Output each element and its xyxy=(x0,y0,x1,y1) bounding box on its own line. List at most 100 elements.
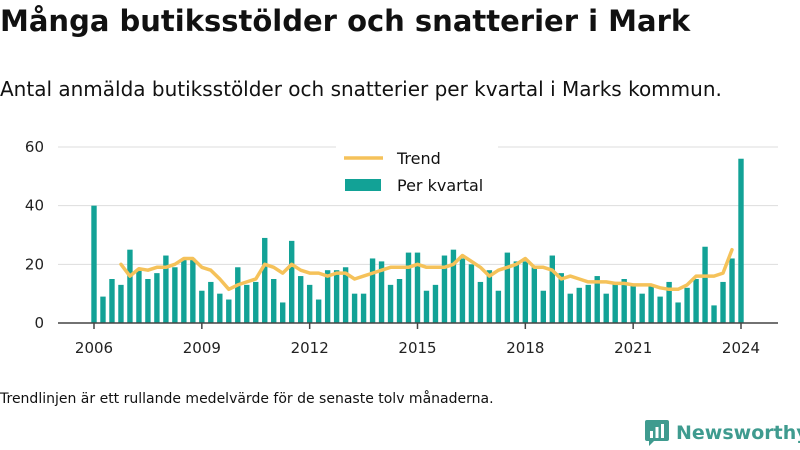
chart-subtitle: Antal anmälda butiksstölder och snatteri… xyxy=(0,77,722,101)
bar xyxy=(324,270,331,323)
bar xyxy=(477,281,484,323)
bar xyxy=(441,255,448,323)
bar xyxy=(495,290,502,323)
legend-bar-swatch xyxy=(345,179,381,191)
bar xyxy=(450,249,457,323)
bar xyxy=(684,287,690,323)
bar xyxy=(612,281,618,323)
bar xyxy=(540,290,547,323)
bar xyxy=(576,287,582,323)
bar xyxy=(522,261,529,323)
bar xyxy=(145,279,151,323)
brand-name: Newsworthy xyxy=(676,422,800,444)
bar xyxy=(567,293,573,323)
x-tick-label: 2015 xyxy=(398,339,436,357)
bar xyxy=(720,281,726,323)
brand-logo: Newsworthy xyxy=(644,419,800,447)
bar xyxy=(217,293,223,323)
bar xyxy=(91,205,97,323)
legend: Trend Per kvartal xyxy=(336,145,498,201)
bar xyxy=(702,246,708,323)
y-tick-label: 40 xyxy=(25,197,44,215)
bar xyxy=(459,258,466,323)
bar xyxy=(666,281,672,323)
bar xyxy=(253,281,259,323)
bar xyxy=(639,293,645,323)
x-tick-label: 2009 xyxy=(183,339,221,357)
legend-trend-label: Trend xyxy=(396,149,441,168)
x-tick-label: 2018 xyxy=(506,339,544,357)
bar xyxy=(378,261,385,323)
bar xyxy=(486,270,493,323)
bar xyxy=(621,279,627,323)
bar xyxy=(244,284,250,323)
bar xyxy=(306,284,313,323)
bar-series xyxy=(91,158,744,323)
y-tick-label: 60 xyxy=(25,138,44,156)
bar xyxy=(549,255,555,323)
bar xyxy=(118,284,124,323)
bar xyxy=(504,252,511,323)
bar xyxy=(235,267,241,323)
bar xyxy=(360,293,367,323)
bar xyxy=(136,270,142,323)
bar xyxy=(738,158,744,323)
bar xyxy=(603,293,609,323)
bar xyxy=(315,299,322,323)
bar xyxy=(369,258,376,323)
bar xyxy=(468,264,475,323)
bar xyxy=(675,302,681,323)
bar xyxy=(351,293,358,323)
chart-title: Många butiksstölder och snatterier i Mar… xyxy=(0,4,691,38)
bar xyxy=(342,267,349,323)
bar xyxy=(280,302,286,323)
legend-bar-label: Per kvartal xyxy=(397,176,483,195)
bar xyxy=(262,237,268,323)
bar xyxy=(657,296,663,323)
chart: 0 20 40 60 2006 2009 2012 2015 2018 2021 2024 Tre… xyxy=(25,138,778,357)
bar xyxy=(109,279,115,323)
bar xyxy=(693,279,699,323)
x-tick-label: 2006 xyxy=(75,339,113,357)
bar xyxy=(100,296,106,323)
bar xyxy=(531,267,538,323)
x-tick-label: 2012 xyxy=(291,339,329,357)
bar xyxy=(711,305,717,323)
y-axis-ticks: 0 20 40 60 xyxy=(25,138,44,332)
bar xyxy=(414,252,421,323)
bar xyxy=(405,252,412,323)
bar xyxy=(648,284,654,323)
bar xyxy=(513,261,520,323)
x-axis-ticks: 2006 2009 2012 2015 2018 2021 2024 xyxy=(75,323,760,357)
bar xyxy=(199,290,205,323)
bar xyxy=(154,273,160,323)
bar xyxy=(729,258,735,323)
bar xyxy=(208,281,214,323)
legend-background xyxy=(336,145,498,201)
newsworthy-logo-icon xyxy=(645,420,669,446)
bar xyxy=(396,279,403,323)
footnote: Trendlinjen är ett rullande medelvärde f… xyxy=(0,391,494,407)
bar xyxy=(226,299,232,323)
bar xyxy=(181,258,187,323)
bar xyxy=(333,270,340,323)
bar xyxy=(127,249,133,323)
bar xyxy=(163,255,169,323)
y-tick-label: 20 xyxy=(25,255,44,273)
bar xyxy=(172,267,178,323)
bar xyxy=(558,273,564,323)
trend-line xyxy=(119,247,734,292)
bar xyxy=(271,279,277,323)
bar xyxy=(423,290,430,323)
bar xyxy=(585,284,591,323)
bar xyxy=(288,240,295,323)
x-tick-label: 2021 xyxy=(614,339,652,357)
x-tick-label: 2024 xyxy=(722,339,760,357)
bar xyxy=(190,258,196,323)
bar xyxy=(432,284,439,323)
bar xyxy=(297,276,304,323)
bar xyxy=(387,284,394,323)
y-tick-label: 0 xyxy=(34,314,44,332)
bar xyxy=(594,276,600,323)
bar xyxy=(630,284,636,323)
